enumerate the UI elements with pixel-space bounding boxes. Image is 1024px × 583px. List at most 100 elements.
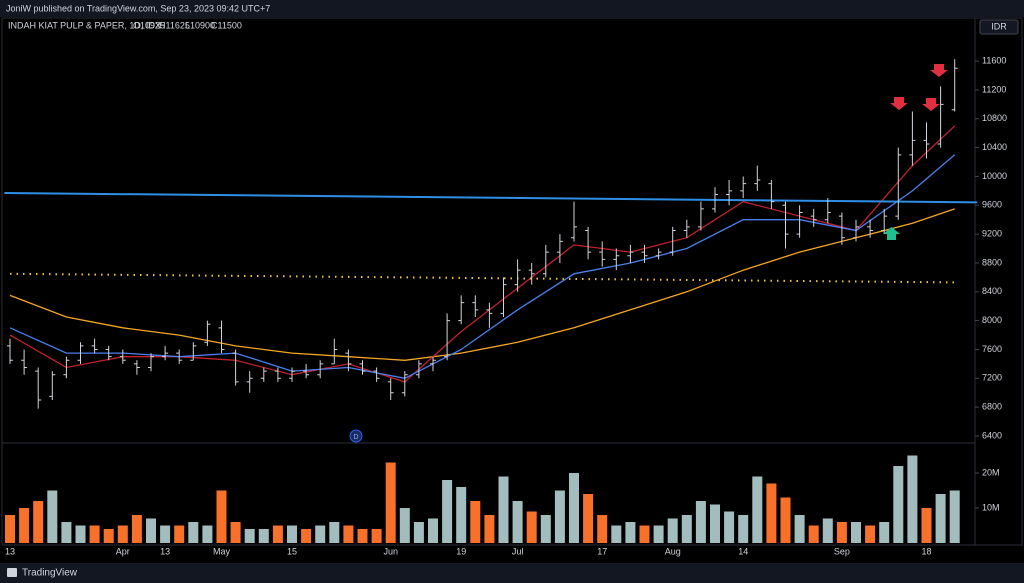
- volume-bar: [47, 490, 58, 543]
- volume-bar: [597, 515, 608, 543]
- price-tick-label: 10400: [982, 142, 1007, 152]
- volume-tick-label: 10M: [982, 502, 1000, 512]
- volume-bar: [879, 522, 890, 543]
- price-bar: [528, 262, 535, 285]
- price-bar: [726, 180, 733, 206]
- price-bar: [853, 219, 859, 242]
- volume-bar: [625, 522, 636, 543]
- price-tick-label: 11200: [982, 84, 1006, 94]
- dividend-marker[interactable]: [349, 429, 363, 443]
- down-arrow: [890, 97, 908, 110]
- volume-bar: [935, 494, 946, 543]
- volume-bar: [244, 529, 255, 543]
- price-bar: [401, 371, 408, 397]
- price-tick-label: 11600: [982, 55, 1006, 65]
- price-bar: [683, 219, 690, 238]
- price-bar: [641, 244, 648, 263]
- price-bar: [458, 295, 465, 325]
- volume-bar: [174, 525, 185, 543]
- volume-bar: [949, 490, 960, 543]
- volume-bar: [695, 501, 706, 543]
- volume-bar: [893, 466, 904, 543]
- price-tick-label: 6800: [982, 402, 1002, 412]
- volume-bar: [569, 473, 579, 543]
- volume-bar: [512, 501, 523, 543]
- time-label: 14: [738, 546, 748, 556]
- price-tick-label: 9200: [982, 228, 1002, 238]
- price-bar: [655, 248, 662, 260]
- volume-bar: [456, 487, 467, 543]
- price-tick-label: 10800: [982, 113, 1007, 123]
- volume-bar: [794, 515, 805, 543]
- price-bar: [190, 342, 197, 361]
- volume-bar: [554, 490, 565, 543]
- time-label: 19: [456, 546, 466, 556]
- down-arrow: [922, 98, 940, 111]
- volume-bar: [470, 501, 481, 543]
- volume-bar: [667, 518, 678, 543]
- price-bar: [317, 360, 324, 379]
- price-bar: [542, 244, 549, 278]
- volume-bar: [89, 525, 100, 543]
- volume-bar: [498, 476, 509, 543]
- price-bar: [430, 356, 436, 372]
- volume-bar: [329, 522, 340, 543]
- price-bar: [585, 226, 592, 260]
- volume-bar: [836, 522, 847, 543]
- price-tick-label: 7600: [982, 344, 1002, 354]
- volume-bar: [851, 522, 861, 543]
- volume-bar: [315, 525, 326, 543]
- volume-bar: [301, 529, 312, 543]
- volume-bar: [907, 455, 918, 543]
- price-bar: [712, 187, 718, 213]
- ohlc-value: C11500: [211, 20, 242, 30]
- price-tick-label: 6400: [982, 430, 1002, 440]
- volume-bar: [399, 508, 410, 543]
- price-bar: [768, 180, 775, 209]
- volume-bar: [5, 515, 15, 543]
- price-bar: [232, 349, 239, 386]
- price-bar: [274, 367, 281, 382]
- currency[interactable]: IDR: [991, 21, 1007, 31]
- price-bar: [810, 208, 817, 227]
- price-bar: [77, 342, 84, 364]
- volume-bar: [19, 508, 30, 543]
- volume-bar: [258, 529, 269, 543]
- price-bar: [303, 363, 310, 379]
- currency-button[interactable]: [979, 19, 1019, 35]
- volume-bar: [272, 525, 283, 543]
- price-bar: [754, 165, 761, 191]
- price-bar: [486, 302, 493, 328]
- ohlc-value: H11625: [159, 20, 190, 30]
- price-bar: [613, 248, 620, 271]
- moving-average: [9, 208, 955, 361]
- volume-bar: [738, 515, 749, 543]
- price-tick-label: 8000: [982, 315, 1002, 325]
- price-tick-label: 9600: [982, 200, 1002, 210]
- ohlc-value: O10925: [133, 20, 165, 30]
- plot: 6400 6800 7200 7600 8000 8400 8800 9200 9600 1000…: [4, 55, 1007, 556]
- price-bar: [345, 349, 352, 372]
- price-bar: [796, 205, 803, 238]
- dividend-letter[interactable]: D: [353, 434, 358, 441]
- volume-bar: [921, 508, 932, 543]
- volume-bar: [287, 525, 297, 543]
- price-bar: [599, 241, 606, 267]
- price-bar: [49, 371, 56, 400]
- volume-bar: [117, 525, 128, 543]
- price-bar: [500, 277, 507, 318]
- brand[interactable]: TradingView: [22, 568, 78, 579]
- volume-bar: [653, 525, 664, 543]
- volume-bar: [526, 511, 537, 543]
- volume-bar: [639, 525, 650, 543]
- time-label: Jun: [383, 546, 398, 556]
- price-bar: [444, 313, 451, 361]
- volume-bar: [61, 522, 72, 543]
- time-label: 13: [5, 546, 15, 556]
- price-bar: [246, 371, 253, 393]
- price-bar: [909, 111, 916, 166]
- price-bar: [824, 198, 831, 224]
- price-bar: [218, 320, 225, 354]
- price-bar: [331, 338, 338, 365]
